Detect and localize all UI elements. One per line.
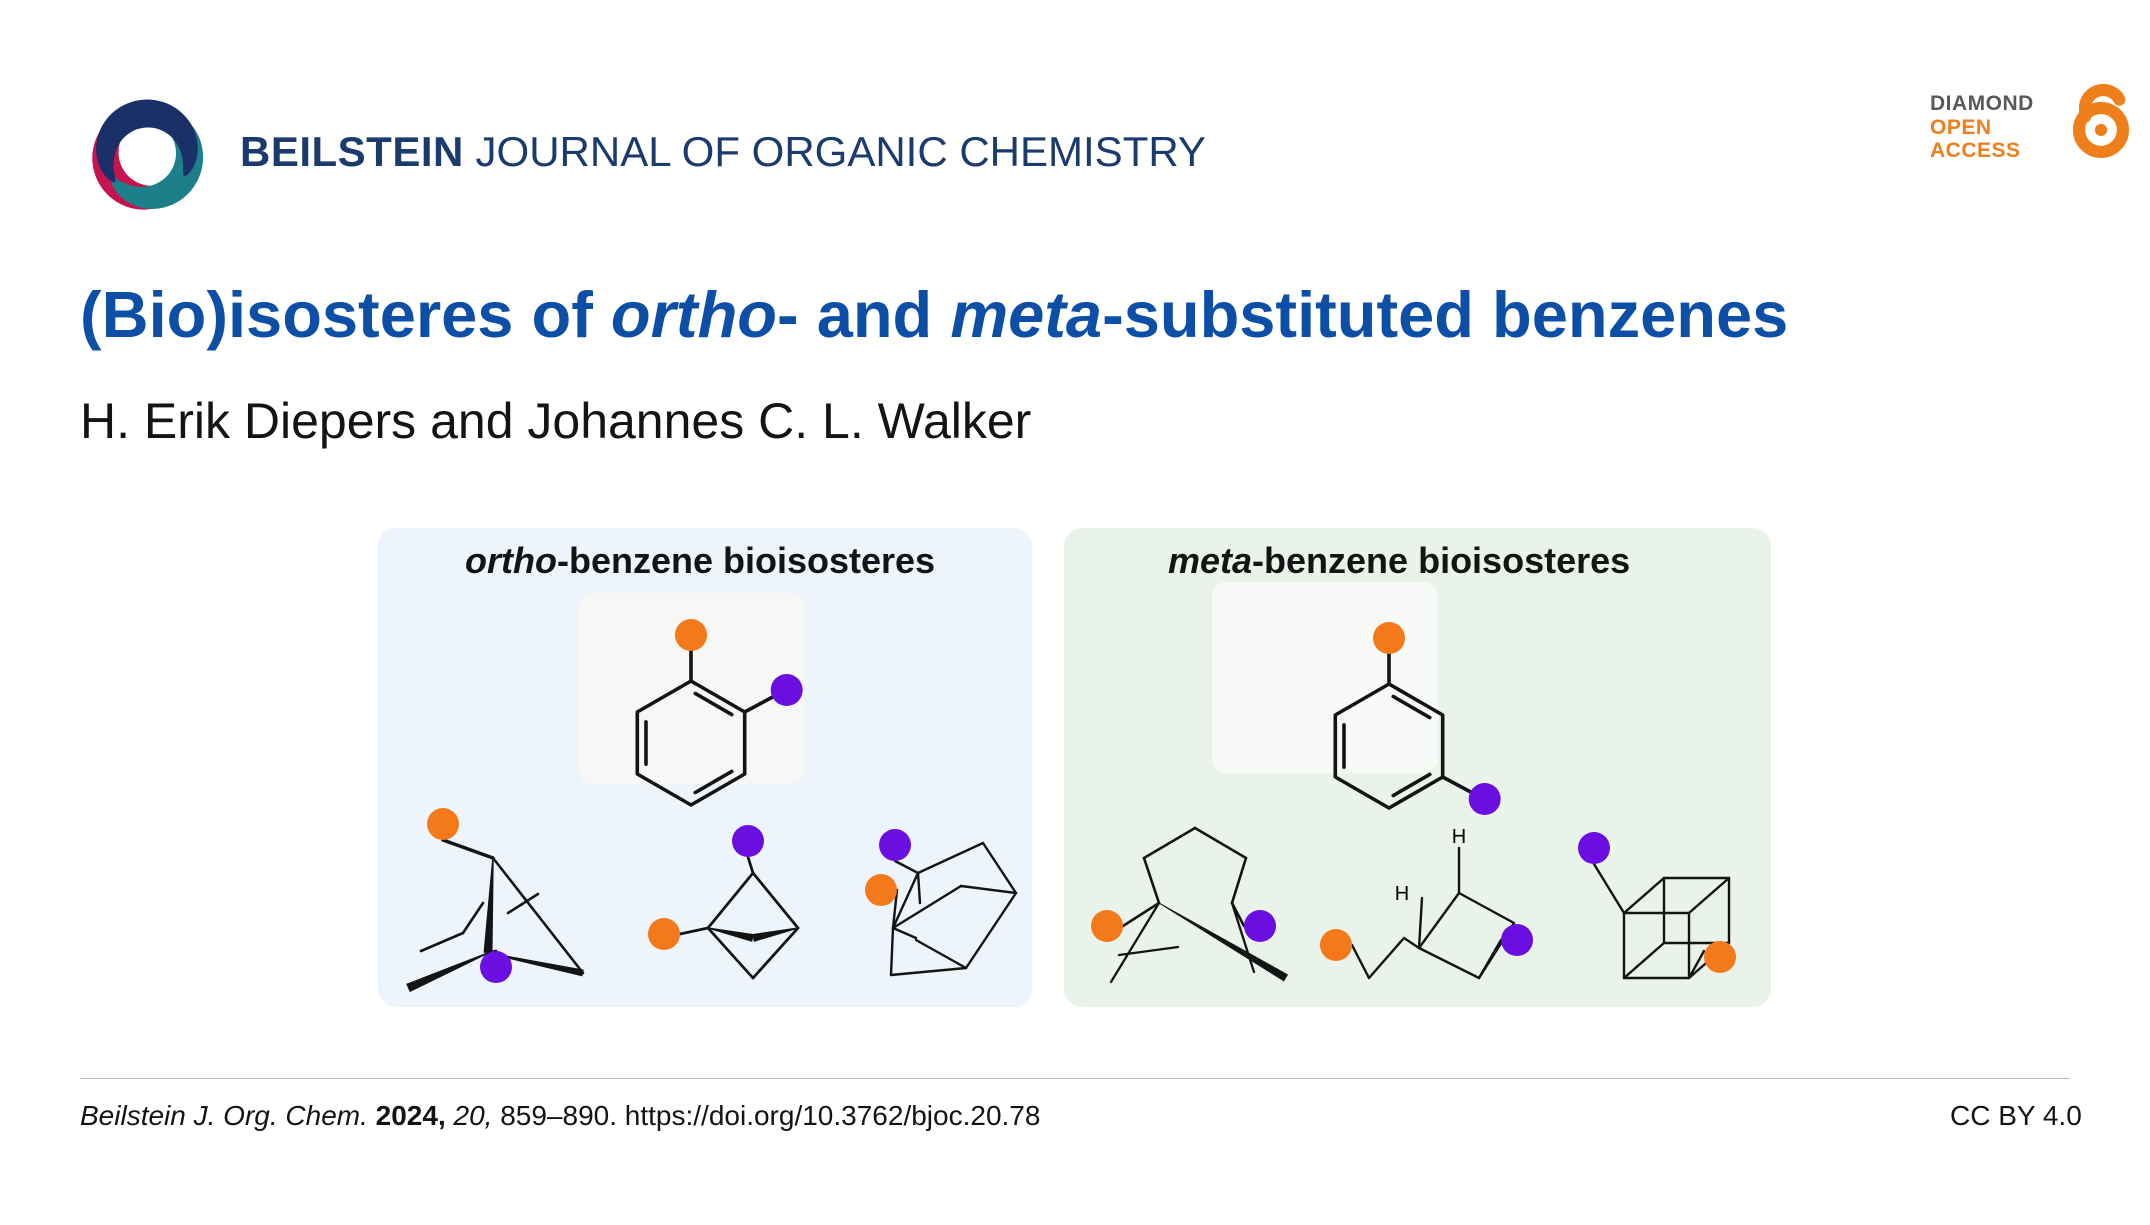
svg-text:H: H xyxy=(1395,883,1409,905)
svg-text:H: H xyxy=(1452,826,1466,848)
